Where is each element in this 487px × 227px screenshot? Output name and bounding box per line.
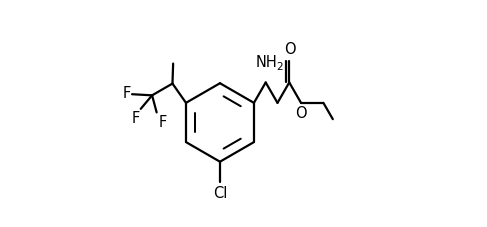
Text: F: F <box>122 86 131 101</box>
Text: Cl: Cl <box>213 186 227 201</box>
Text: O: O <box>284 42 296 57</box>
Text: 2: 2 <box>277 62 283 72</box>
Text: O: O <box>296 106 307 121</box>
Text: F: F <box>158 115 167 130</box>
Text: NH: NH <box>256 55 278 70</box>
Text: F: F <box>131 111 140 126</box>
